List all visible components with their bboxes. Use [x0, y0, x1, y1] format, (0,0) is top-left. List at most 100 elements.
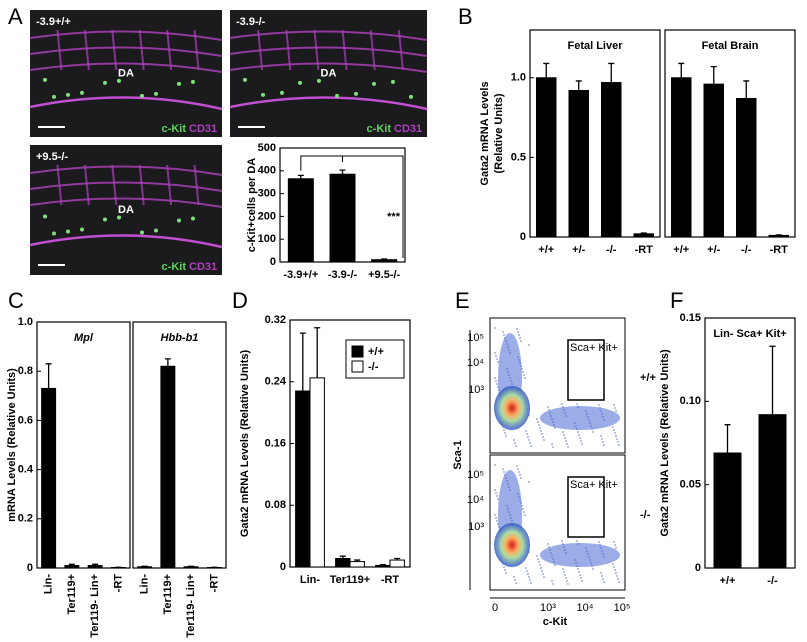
event — [503, 334, 505, 336]
vessel — [29, 96, 223, 111]
cell — [154, 228, 158, 233]
bar — [335, 558, 351, 568]
y-tick-label: 1.0 — [18, 316, 33, 328]
y-tick-label: 0.15 — [680, 312, 701, 324]
bar — [375, 564, 391, 568]
x-tick-label: Lin- — [300, 574, 320, 586]
cell — [391, 79, 395, 84]
gate — [567, 339, 605, 401]
x-tick-label: -/- — [606, 244, 617, 256]
marker: c-Kit — [162, 261, 187, 273]
event — [528, 439, 530, 441]
event — [503, 429, 505, 431]
event — [612, 563, 614, 565]
event — [562, 431, 564, 433]
density-core — [494, 523, 530, 567]
panel-label: C — [8, 288, 24, 313]
event — [497, 498, 499, 500]
x-tick-label: -/- — [741, 244, 752, 256]
x-tick-label: Ter119+ — [162, 574, 174, 614]
event — [495, 380, 497, 382]
error-bar — [297, 174, 304, 179]
vessel — [229, 46, 428, 57]
event — [497, 361, 499, 363]
event — [494, 514, 496, 516]
cell — [52, 231, 56, 236]
error-bar — [164, 358, 171, 367]
event — [618, 444, 620, 446]
flow-x-tick: 10⁵ — [614, 602, 631, 614]
vessel — [193, 29, 200, 71]
cell — [372, 81, 376, 86]
flow-y-tick: 10⁴ — [467, 494, 484, 506]
vessel — [111, 29, 118, 71]
event — [524, 377, 526, 379]
cell — [261, 92, 265, 97]
event — [525, 430, 527, 432]
error-bar — [543, 62, 550, 78]
event — [513, 576, 515, 578]
plot-frame — [36, 321, 131, 569]
y-tick-label: 0 — [270, 256, 276, 268]
event — [496, 495, 498, 497]
event — [504, 569, 506, 571]
bar — [713, 452, 742, 569]
vessel — [193, 164, 200, 206]
bar — [183, 566, 199, 569]
cell — [191, 79, 195, 84]
legend-swatch — [351, 345, 364, 358]
event — [541, 433, 543, 435]
vessel — [313, 29, 320, 71]
region: DA — [118, 67, 134, 79]
event — [524, 514, 526, 516]
event — [536, 555, 538, 557]
event — [518, 471, 520, 473]
cell — [43, 77, 47, 82]
event — [528, 344, 530, 346]
event — [517, 468, 519, 470]
bar — [287, 178, 314, 263]
region: DA — [118, 204, 134, 216]
legend-label: -/- — [368, 361, 379, 373]
event — [496, 358, 498, 360]
y-tick-label: 100 — [258, 233, 276, 245]
y-tick-label: 0.4 — [18, 464, 34, 476]
event — [542, 573, 544, 575]
y-tick-label: 0.6 — [18, 414, 33, 426]
cell — [154, 91, 158, 96]
event — [581, 580, 583, 582]
error-bar — [608, 62, 615, 83]
vessel — [29, 165, 223, 176]
event — [580, 577, 582, 579]
event — [494, 489, 496, 491]
flow-y-tick: 10⁴ — [467, 357, 484, 369]
error-bar — [640, 232, 647, 234]
plot-frame — [704, 317, 796, 569]
y-tick-label: 200 — [258, 210, 276, 222]
event — [564, 574, 566, 576]
y-tick-label: 0.16 — [265, 437, 286, 449]
y-axis-label: Gata2 mRNA Levels (Relative Units) — [659, 349, 671, 537]
x-tick-label: Ter119+ — [330, 574, 370, 586]
event — [577, 568, 579, 570]
cell — [177, 218, 181, 223]
flow-x-tick: 10⁴ — [577, 602, 594, 614]
marker: CD31 — [189, 123, 217, 135]
x-tick-label: -3.9-/- — [328, 269, 358, 281]
y-tick-label: 0.2 — [18, 513, 33, 525]
event — [515, 582, 517, 584]
event — [612, 426, 614, 428]
event — [494, 377, 496, 379]
vessel — [83, 29, 90, 71]
event — [592, 568, 594, 570]
event — [580, 440, 582, 442]
vessel — [29, 181, 223, 192]
event — [603, 581, 605, 583]
x-tick-label: -RT — [381, 574, 400, 586]
marker: c-Kit — [162, 123, 187, 135]
vessel — [56, 29, 63, 71]
event — [538, 561, 540, 563]
bar — [389, 559, 405, 568]
error-bar — [381, 258, 388, 260]
bar — [536, 77, 557, 238]
